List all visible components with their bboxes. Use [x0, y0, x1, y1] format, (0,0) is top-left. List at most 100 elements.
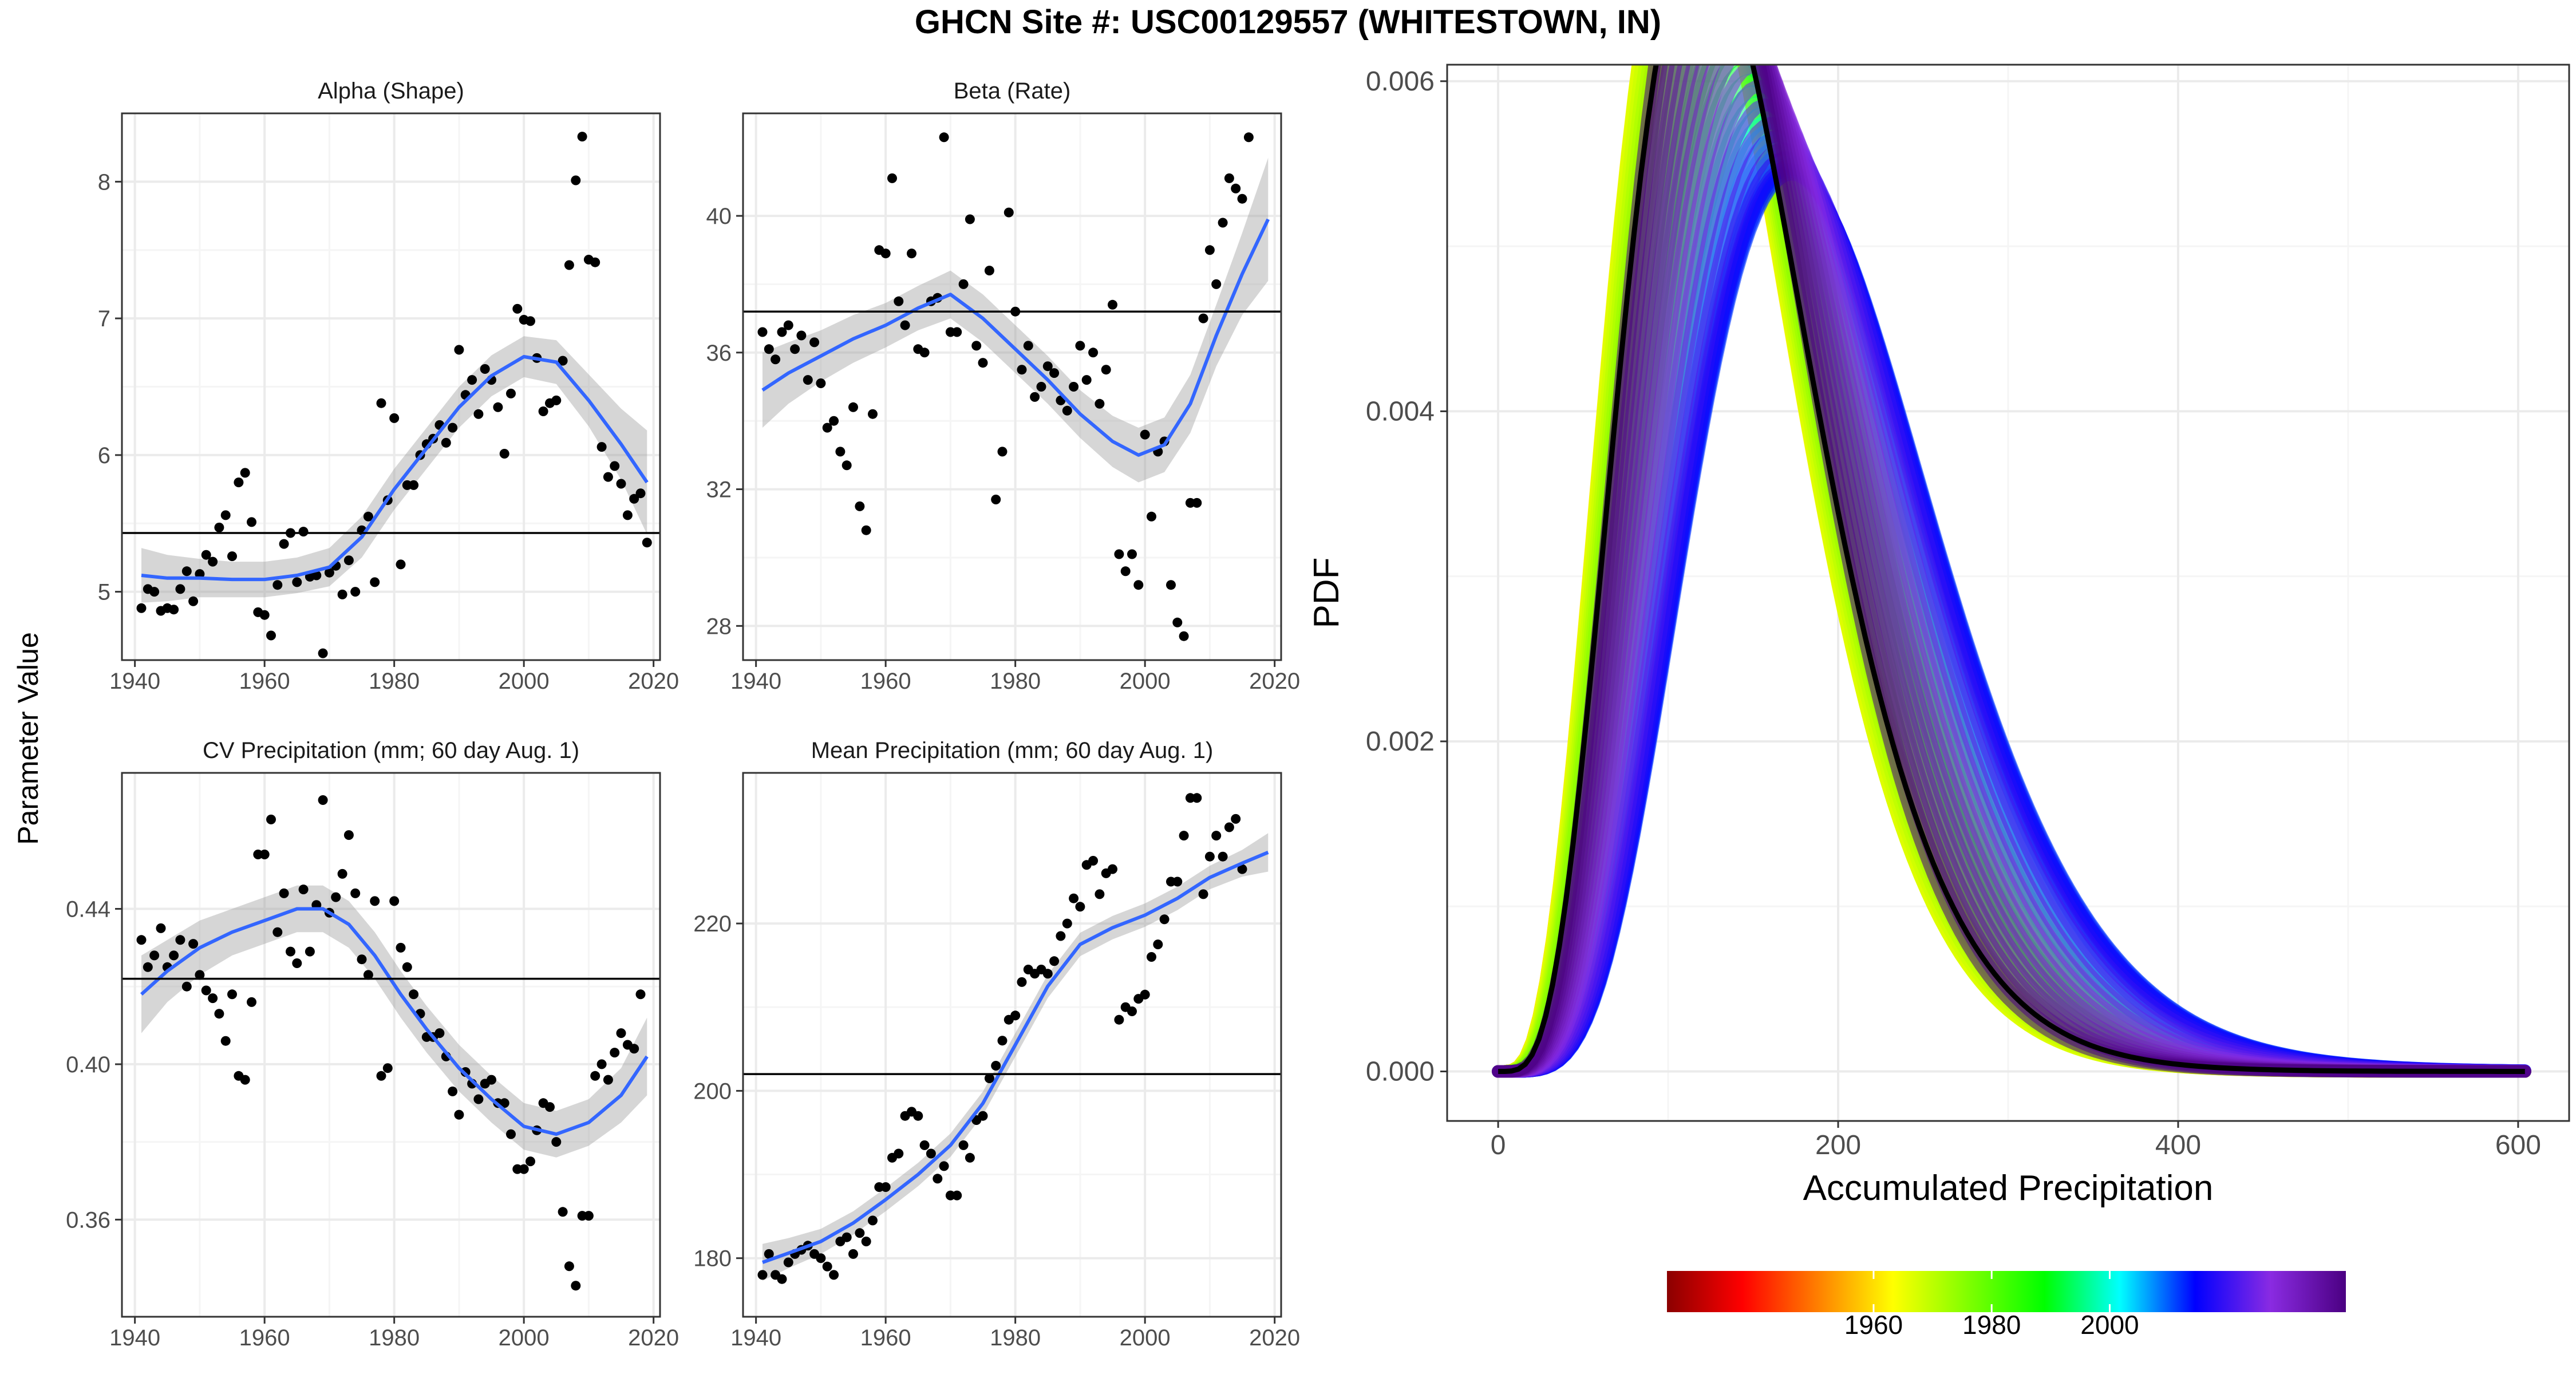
data-point: [136, 935, 147, 945]
y-tick-label: 0.000: [1366, 1057, 1435, 1087]
data-point: [590, 1071, 600, 1081]
data-point: [480, 364, 490, 374]
data-point: [272, 927, 283, 937]
data-point: [965, 214, 975, 224]
data-point: [181, 981, 192, 992]
data-point: [376, 398, 386, 408]
data-point: [1179, 831, 1189, 841]
data-point: [1049, 956, 1060, 966]
data-point: [848, 1249, 858, 1259]
x-tick-label: 400: [2155, 1130, 2201, 1160]
data-point: [965, 1152, 975, 1163]
data-point: [1127, 549, 1137, 559]
data-point: [305, 946, 315, 957]
data-point: [434, 1028, 445, 1039]
x-tick-label: 2020: [1249, 669, 1300, 694]
x-tick-label: 2020: [1249, 1325, 1300, 1351]
data-point: [259, 610, 270, 620]
data-point: [880, 1182, 891, 1192]
x-axis-title: Accumulated Precipitation: [1803, 1168, 2214, 1208]
data-point: [1081, 375, 1092, 385]
data-point: [894, 1148, 904, 1159]
data-point: [822, 423, 832, 433]
smooth-line: [140, 907, 649, 1136]
data-point: [201, 985, 211, 996]
data-point: [1204, 851, 1215, 862]
panel-title: CV Precipitation (mm; 60 day Aug. 1): [203, 738, 579, 763]
data-point: [616, 1028, 626, 1039]
data-point: [907, 248, 916, 259]
panel-border: [1446, 64, 2570, 1122]
x-tick-label: 1940: [109, 669, 160, 694]
x-tick-label: 1980: [990, 1325, 1041, 1351]
data-point: [868, 409, 878, 419]
data-point: [571, 1281, 581, 1291]
data-point: [757, 327, 768, 337]
data-point: [991, 495, 1001, 504]
data-point: [181, 566, 192, 577]
data-point: [188, 596, 199, 606]
data-point: [292, 577, 302, 587]
data-point: [1062, 918, 1072, 929]
data-point: [1069, 382, 1079, 392]
data-point: [1204, 245, 1215, 255]
data-point: [545, 1102, 555, 1112]
data-point: [1101, 365, 1111, 375]
data-point: [577, 132, 587, 142]
x-tick-label: 2020: [628, 669, 679, 694]
data-point: [220, 510, 231, 520]
data-point: [952, 327, 962, 337]
y-tick-label: 40: [706, 204, 732, 229]
y-tick-label: 28: [706, 614, 732, 639]
y-tick-label: 0.002: [1366, 727, 1435, 757]
data-point: [984, 1073, 994, 1083]
data-point: [396, 559, 406, 570]
y-tick-label: 8: [98, 169, 110, 195]
data-point: [298, 527, 309, 537]
data-point: [558, 1207, 568, 1217]
data-point: [1017, 365, 1027, 375]
x-tick-label: 1980: [369, 669, 420, 694]
data-point: [984, 266, 994, 276]
data-point: [551, 1137, 562, 1147]
data-point: [1114, 1014, 1124, 1025]
data-point: [337, 868, 347, 879]
data-point: [1056, 931, 1066, 941]
data-point: [195, 970, 205, 980]
data-point: [1237, 864, 1247, 874]
data-point: [894, 296, 904, 306]
figure-title: GHCN Site #: USC00129557 (WHITESTOWN, IN…: [915, 3, 1661, 41]
data-point: [1114, 549, 1124, 559]
data-point: [596, 442, 607, 452]
data-point: [487, 1075, 496, 1085]
data-point: [350, 587, 361, 597]
data-point: [1211, 831, 1222, 841]
data-point: [1218, 851, 1228, 862]
data-point: [564, 1261, 574, 1272]
data-point: [149, 587, 160, 597]
data-point: [771, 354, 781, 365]
data-point: [887, 173, 897, 183]
colorbar-gradient: [1667, 1271, 2346, 1312]
data-point: [757, 1270, 768, 1280]
data-point: [816, 1253, 826, 1264]
beta-panel: Beta (Rate) 1940 1960 1980 2000 2020 28 32 36 40: [706, 78, 1301, 694]
data-point: [247, 517, 256, 527]
data-point: [1042, 969, 1053, 979]
confidence-band: [141, 336, 647, 603]
data-point: [441, 437, 451, 448]
data-point: [448, 1086, 458, 1096]
x-tick-label: 1960: [860, 1325, 911, 1351]
data-point: [279, 539, 289, 549]
data-point: [610, 1048, 620, 1058]
data-point: [919, 1140, 930, 1150]
data-point: [835, 447, 846, 457]
data-point: [343, 555, 354, 566]
data-point: [227, 551, 237, 562]
y-tick-label: 0.004: [1366, 396, 1435, 427]
data-point: [454, 345, 464, 355]
panel-title: Mean Precipitation (mm; 60 day Aug. 1): [811, 738, 1214, 763]
plot-background: [122, 773, 660, 1317]
data-point: [629, 1044, 639, 1054]
data-point: [926, 1148, 936, 1159]
